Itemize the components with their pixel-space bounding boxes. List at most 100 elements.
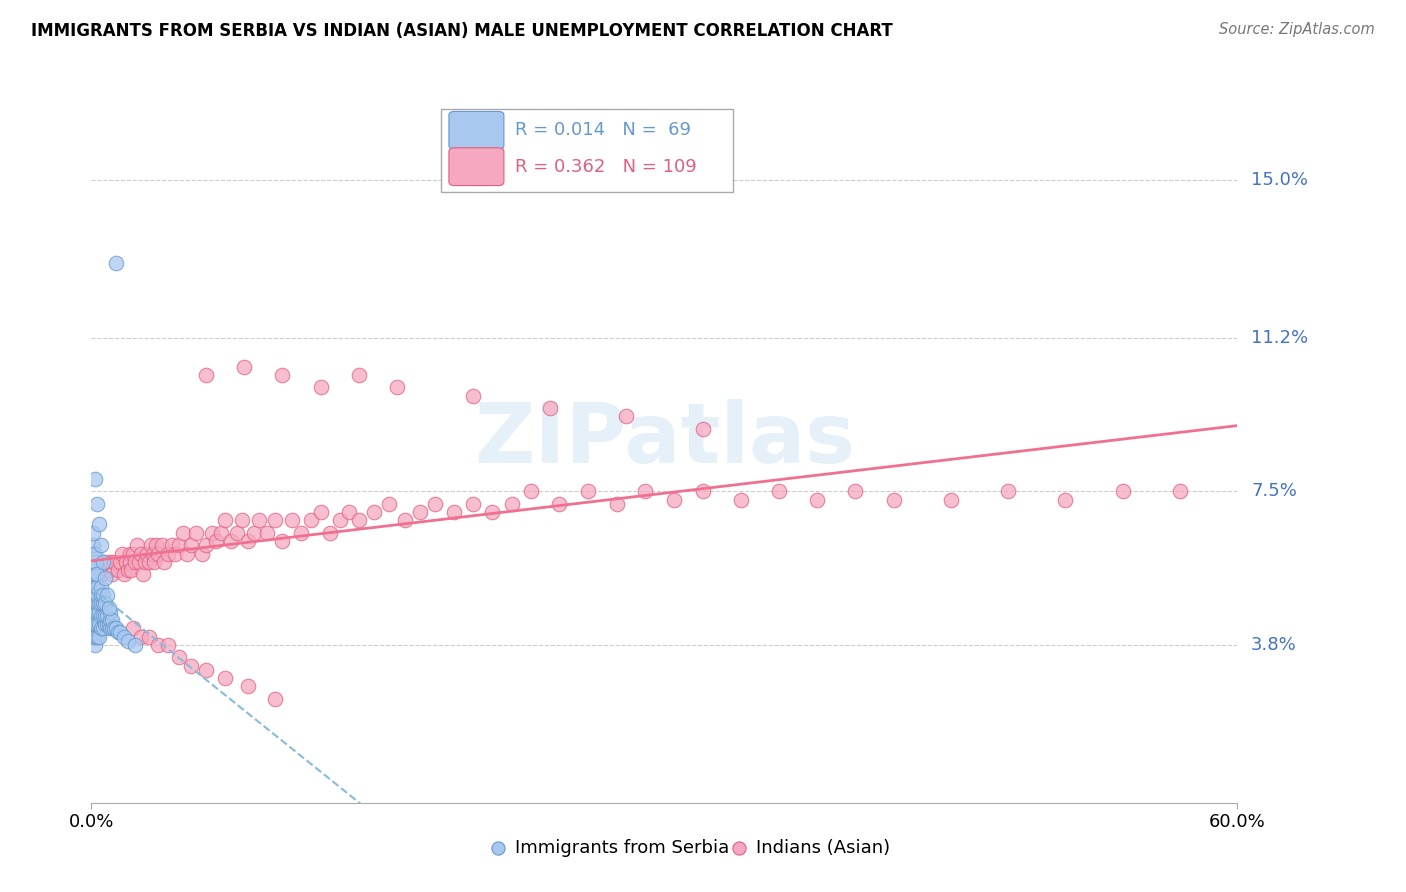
Point [86,567,108,582]
Point [143,555,166,569]
Text: ZIPatlas: ZIPatlas [474,399,855,480]
Point [271,534,294,549]
Point [100,621,122,635]
Point [329,513,352,527]
Point [378,497,401,511]
Point [128,555,150,569]
Point [87,630,110,644]
Point [167,650,190,665]
Point [82,525,104,540]
Text: 11.2%: 11.2% [1251,328,1309,346]
Point [186,525,208,540]
Point [84,608,107,623]
Point [519,484,541,499]
Point [94,555,117,569]
Point [108,555,131,569]
Point [86,617,108,632]
Point [103,621,125,635]
Point [423,497,446,511]
Point [94,572,117,586]
Point [337,505,360,519]
Point [201,525,224,540]
Point [225,525,247,540]
Point [538,401,561,416]
Point [299,513,322,527]
Point [111,547,134,561]
Text: 7.5%: 7.5% [1251,483,1298,500]
Point [82,555,104,569]
Point [90,596,112,610]
Point [82,588,104,602]
Point [214,513,236,527]
Point [124,555,146,569]
Point [105,256,128,270]
Point [82,538,104,552]
Point [209,525,232,540]
Point [117,633,139,648]
Point [662,492,685,507]
Point [939,492,962,507]
Point [214,671,236,685]
Point [122,547,145,561]
Point [236,534,259,549]
Point [132,567,155,582]
Point [84,596,107,610]
Point [997,484,1019,499]
Text: Source: ZipAtlas.com: Source: ZipAtlas.com [1219,22,1375,37]
Point [204,534,226,549]
Point [501,497,523,511]
Point [614,409,637,424]
Point [1054,492,1077,507]
Point [122,621,145,635]
Point [112,567,135,582]
Point [86,630,108,644]
Point [249,513,271,527]
Point [101,613,124,627]
Text: 15.0%: 15.0% [1251,170,1308,189]
Point [86,605,108,619]
Point [256,525,278,540]
Point [84,621,107,635]
Point [145,538,167,552]
Point [768,484,790,499]
Point [167,538,190,552]
Point [138,630,160,644]
Point [463,497,485,511]
Point [1168,484,1191,499]
Point [194,368,217,382]
Point [84,555,107,569]
Point [576,484,599,499]
Point [141,547,163,561]
Point [160,538,183,552]
Point [90,580,112,594]
Text: Immigrants from Serbia: Immigrants from Serbia [516,838,730,857]
Point [97,563,120,577]
Point [103,555,125,569]
Point [153,555,176,569]
Point [105,621,128,635]
Point [97,617,120,632]
Point [242,525,264,540]
Point [233,359,256,374]
Text: R = 0.014   N =  69: R = 0.014 N = 69 [516,121,692,139]
Point [114,555,136,569]
Point [236,680,259,694]
Point [100,613,122,627]
Point [90,538,112,552]
Point [84,605,107,619]
Point [101,621,124,635]
Point [127,538,149,552]
Point [101,567,124,582]
Point [124,638,146,652]
Point [84,630,107,644]
Point [138,555,160,569]
Point [463,389,485,403]
Point [100,555,122,569]
Point [82,630,104,644]
Point [172,525,194,540]
Point [135,547,157,561]
Point [82,608,104,623]
Point [84,588,107,602]
Point [409,505,432,519]
Point [87,617,110,632]
